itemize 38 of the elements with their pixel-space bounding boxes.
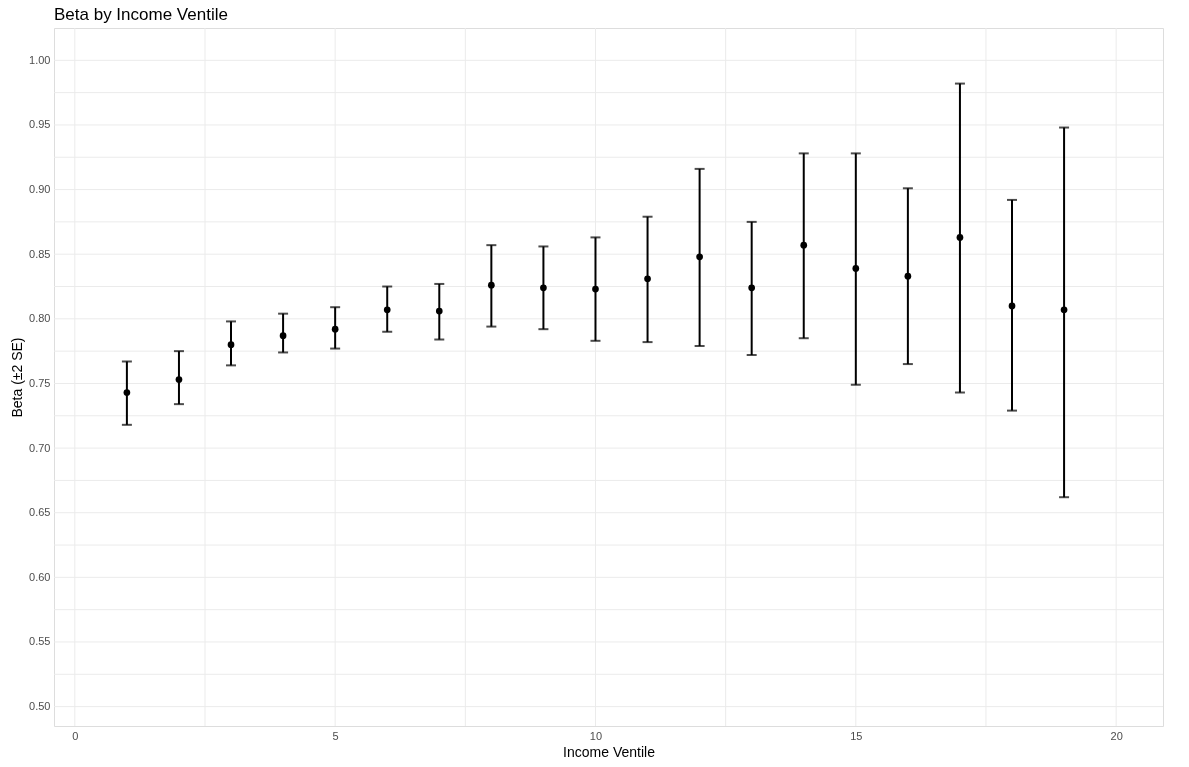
x-tick-label: 15: [850, 729, 863, 742]
x-tick-label: 20: [1110, 729, 1123, 742]
point: [956, 234, 964, 241]
point: [227, 341, 235, 349]
point: [904, 272, 912, 280]
point: [383, 306, 391, 314]
y-tick-label: 0.70: [29, 441, 51, 454]
y-tick-label: 0.90: [29, 183, 51, 196]
point: [123, 389, 131, 396]
point: [175, 376, 183, 383]
point: [1060, 306, 1068, 314]
point: [435, 307, 443, 315]
point: [748, 284, 756, 292]
y-axis-title: Beta (±2 SE): [9, 337, 26, 418]
point: [800, 241, 808, 249]
x-axis-title: Income Ventile: [563, 743, 656, 760]
point: [540, 284, 547, 292]
y-tick-label: 1.00: [29, 53, 51, 66]
x-tick-label: 10: [589, 729, 603, 742]
x-tick-label: 0: [72, 729, 79, 742]
y-tick-label: 0.55: [29, 635, 51, 648]
y-tick-label: 0.85: [29, 247, 51, 260]
y-tick-label: 0.80: [29, 312, 51, 325]
point: [592, 285, 599, 293]
x-tick-label: 5: [332, 729, 339, 742]
y-tick-label: 0.65: [29, 506, 51, 519]
point: [488, 281, 495, 289]
point: [852, 265, 860, 272]
point: [644, 275, 651, 283]
point: [696, 253, 703, 261]
point: [331, 325, 339, 333]
point: [1008, 302, 1016, 310]
chart-title: Beta by Income Ventile: [54, 4, 228, 24]
y-tick-label: 0.95: [29, 118, 51, 131]
y-tick-label: 0.60: [29, 570, 51, 583]
y-tick-label: 0.75: [29, 376, 51, 389]
point: [279, 332, 287, 339]
y-tick-label: 0.50: [29, 700, 51, 713]
